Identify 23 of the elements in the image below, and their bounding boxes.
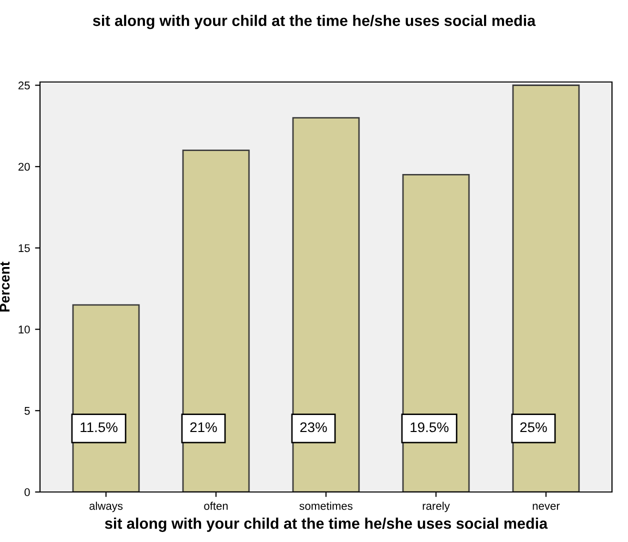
y-axis-title: Percent [0, 262, 10, 312]
x-axis-title: sit along with your child at the time he/she uses social media [104, 518, 548, 532]
y-tick-label: 25 [18, 82, 30, 90]
bar [402, 174, 470, 492]
x-tick-label: never [532, 504, 560, 510]
data-label: 19.5% [410, 422, 448, 432]
data-label: 11.5% [80, 422, 118, 432]
bar [292, 117, 360, 492]
y-tick-label: 10 [18, 326, 30, 334]
y-tick-label: 20 [18, 162, 30, 171]
data-label: 21% [190, 422, 217, 432]
y-tick-label: 0 [24, 488, 30, 496]
x-tick-label: often [204, 502, 228, 510]
bar [512, 84, 580, 492]
y-tick-label: 15 [18, 244, 30, 252]
x-tick-label: sometimes [299, 502, 352, 510]
chart-title: sit along with your child at the time he/she uses social media [92, 14, 536, 30]
bar [182, 150, 250, 492]
x-tick-label: rarely [422, 502, 450, 512]
x-tick-label: always [89, 502, 123, 512]
data-label: 25% [520, 422, 547, 432]
y-tick-label: 5 [24, 407, 30, 415]
data-label: 23% [300, 422, 327, 432]
